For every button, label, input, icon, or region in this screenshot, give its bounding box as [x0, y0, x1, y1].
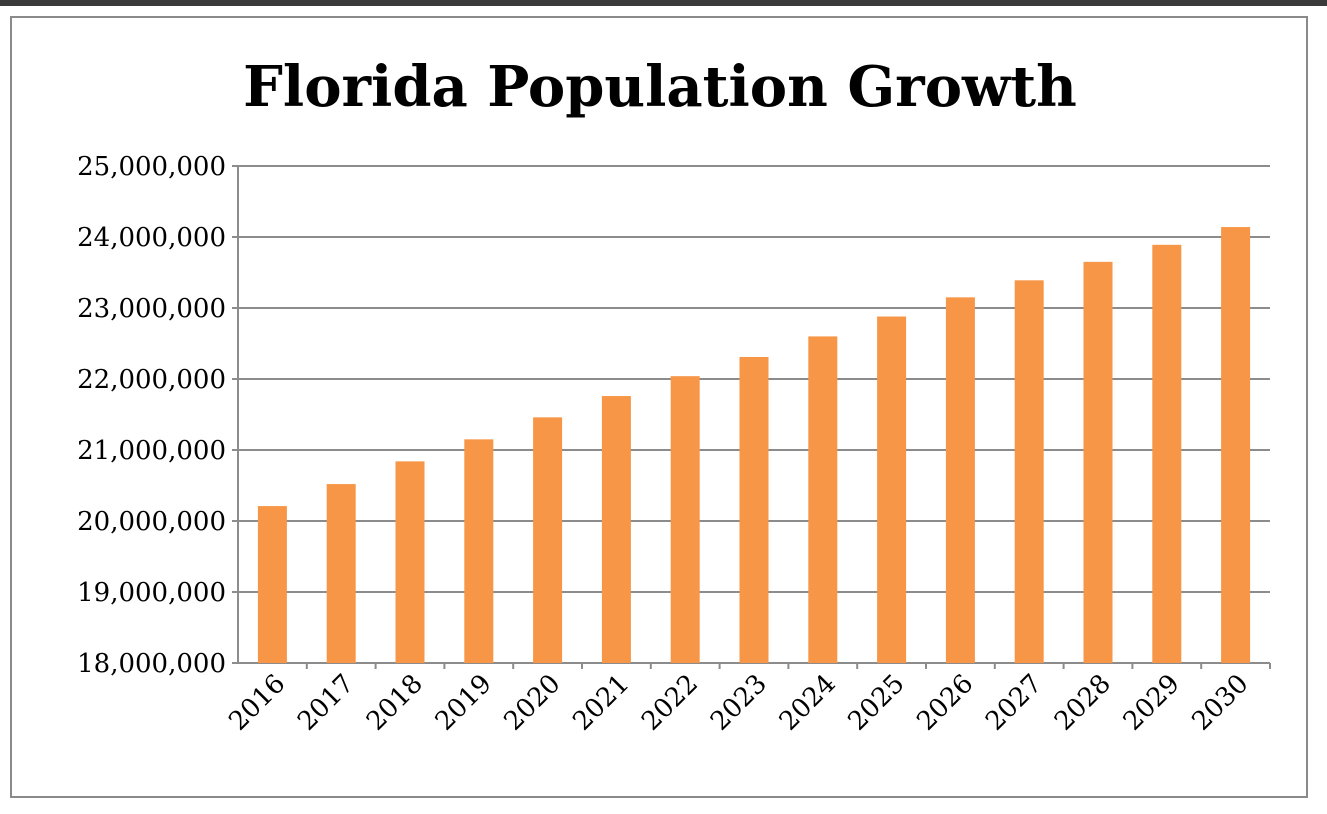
- x-tick-label: 2026: [911, 669, 979, 737]
- bar: [326, 484, 356, 663]
- y-tick-label: 24,000,000: [77, 223, 226, 253]
- bar: [533, 417, 563, 663]
- y-tick-label: 25,000,000: [77, 152, 226, 182]
- x-tick-label: 2030: [1187, 669, 1255, 737]
- x-tick-label: 2017: [292, 669, 360, 737]
- x-tick-label: 2023: [705, 669, 773, 737]
- bar: [1152, 244, 1182, 663]
- y-tick-label: 22,000,000: [77, 365, 226, 395]
- x-tick-label: 2025: [843, 669, 911, 737]
- y-tick-label: 20,000,000: [77, 507, 226, 537]
- y-tick-label: 23,000,000: [77, 294, 226, 324]
- x-tick-label: 2024: [774, 669, 842, 737]
- x-tick-label: 2028: [1049, 669, 1117, 737]
- bar: [945, 297, 975, 663]
- x-tick-label: 2022: [636, 669, 704, 737]
- bar: [257, 506, 287, 663]
- y-tick-label: 19,000,000: [77, 578, 226, 608]
- window-top-bar: [0, 0, 1327, 6]
- x-tick-label: 2019: [430, 669, 498, 737]
- bar: [464, 439, 494, 663]
- y-tick-label: 18,000,000: [77, 649, 226, 679]
- x-tick-label: 2016: [223, 669, 291, 737]
- bar: [739, 356, 769, 663]
- x-tick-label: 2029: [1118, 669, 1186, 737]
- bar: [1083, 261, 1113, 663]
- x-tick-label: 2020: [499, 669, 567, 737]
- bar: [395, 461, 425, 663]
- chart-title: Florida Population Growth: [243, 54, 1077, 120]
- x-tick-label: 2021: [567, 669, 635, 737]
- bar: [1221, 227, 1251, 663]
- bar: [670, 376, 700, 663]
- bar: [808, 336, 838, 663]
- y-tick-label: 21,000,000: [77, 436, 226, 466]
- bar: [1014, 280, 1044, 663]
- x-tick-label: 2018: [361, 669, 429, 737]
- bar: [877, 316, 907, 663]
- bar: [601, 396, 631, 663]
- x-tick-label: 2027: [980, 669, 1048, 737]
